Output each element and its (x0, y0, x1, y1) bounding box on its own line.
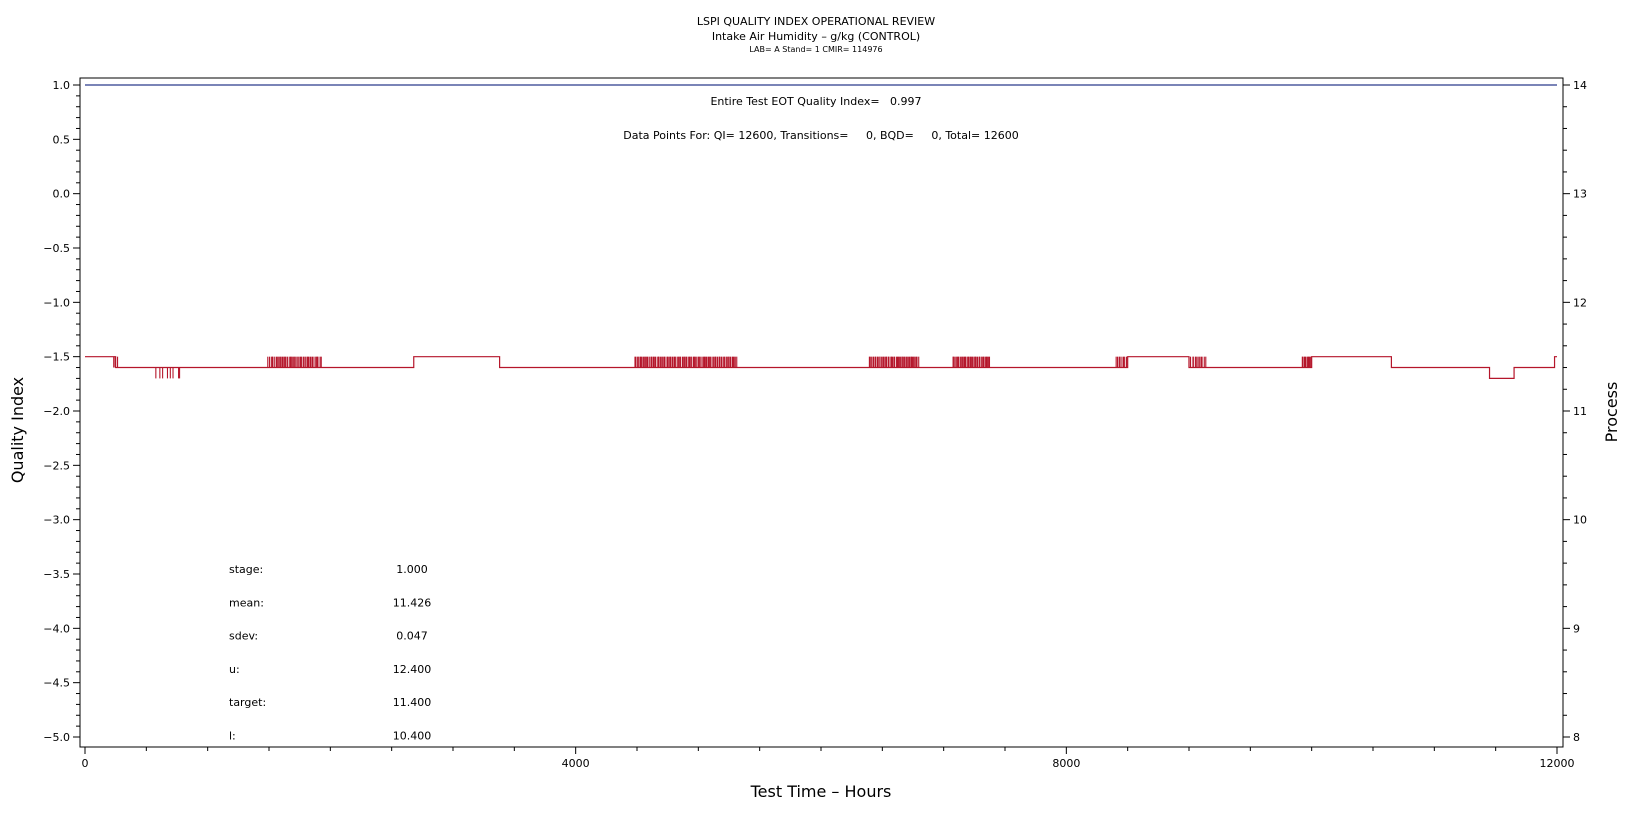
chart-subtitle: Intake Air Humidity – g/kg (CONTROL) (712, 30, 920, 43)
y-tick-label: −2.0 (43, 405, 70, 418)
y-tick-label: 1.0 (53, 79, 71, 92)
series-layer (85, 84, 1557, 379)
stat-value: 12.400 (393, 663, 432, 676)
x-axis: 0 4000 8000 12000 (82, 747, 1575, 770)
x-axis-label: Test Time – Hours (750, 782, 892, 801)
x-tick-label: 4000 (562, 757, 590, 770)
stat-label: target: (229, 696, 266, 709)
y2-tick-label: 8 (1573, 731, 1580, 744)
y-axis-right: 14 13 12 11 10 9 8 (1563, 79, 1587, 744)
process-line (85, 356, 1557, 379)
y-tick-label: −5.0 (43, 731, 70, 744)
stat-label: l: (229, 730, 236, 743)
stat-value: 10.400 (393, 730, 432, 743)
x-tick-label: 8000 (1052, 757, 1080, 770)
y-tick-label: −1.5 (43, 351, 70, 364)
y-tick-label: 0.5 (53, 133, 71, 146)
y-axis-label: Quality Index (8, 377, 27, 483)
y2-tick-label: 10 (1573, 514, 1587, 527)
stat-value: 11.400 (393, 696, 432, 709)
plot-frame (79, 77, 1564, 748)
y2-axis-label: Process (1602, 382, 1621, 443)
stat-value: 0.047 (396, 630, 428, 643)
stat-value: 1.000 (396, 563, 428, 576)
stat-label: sdev: (229, 630, 258, 643)
x-tick-label: 12000 (1540, 757, 1575, 770)
chart-title: LSPI QUALITY INDEX OPERATIONAL REVIEW (697, 15, 935, 28)
stat-label: u: (229, 663, 240, 676)
chart-subtitle-small: LAB= A Stand= 1 CMIR= 114976 (749, 45, 882, 54)
stat-label: stage: (229, 563, 263, 576)
data-points-annotation: Data Points For: QI= 12600, Transitions=… (623, 129, 1018, 142)
y2-tick-label: 9 (1573, 622, 1580, 635)
y2-tick-label: 14 (1573, 79, 1587, 92)
y-tick-label: −1.0 (43, 296, 70, 309)
y-tick-label: −2.5 (43, 459, 70, 472)
x-tick-label: 0 (82, 757, 89, 770)
y-axis-left: 1.0 0.5 0.0 −0.5 −1.0 −1.5 −2.0 −2.5 −3.0 −3.5 −4.… (43, 79, 80, 744)
stat-value: 11.426 (393, 596, 432, 609)
y-tick-label: −4.5 (43, 677, 70, 690)
stat-label: mean: (229, 596, 264, 609)
y-tick-label: −4.0 (43, 622, 70, 635)
y-tick-label: 0.0 (53, 188, 71, 201)
y-tick-label: −0.5 (43, 242, 70, 255)
y2-tick-label: 12 (1573, 296, 1587, 309)
y2-tick-label: 13 (1573, 188, 1587, 201)
eot-quality-annotation: Entire Test EOT Quality Index= 0.997 (710, 95, 921, 108)
y2-tick-label: 11 (1573, 405, 1587, 418)
y-tick-label: −3.5 (43, 568, 70, 581)
stats-block: stage: 1.000 mean: 11.426 sdev: 0.047 u: 12.400… (229, 563, 431, 743)
y-tick-label: −3.0 (43, 514, 70, 527)
